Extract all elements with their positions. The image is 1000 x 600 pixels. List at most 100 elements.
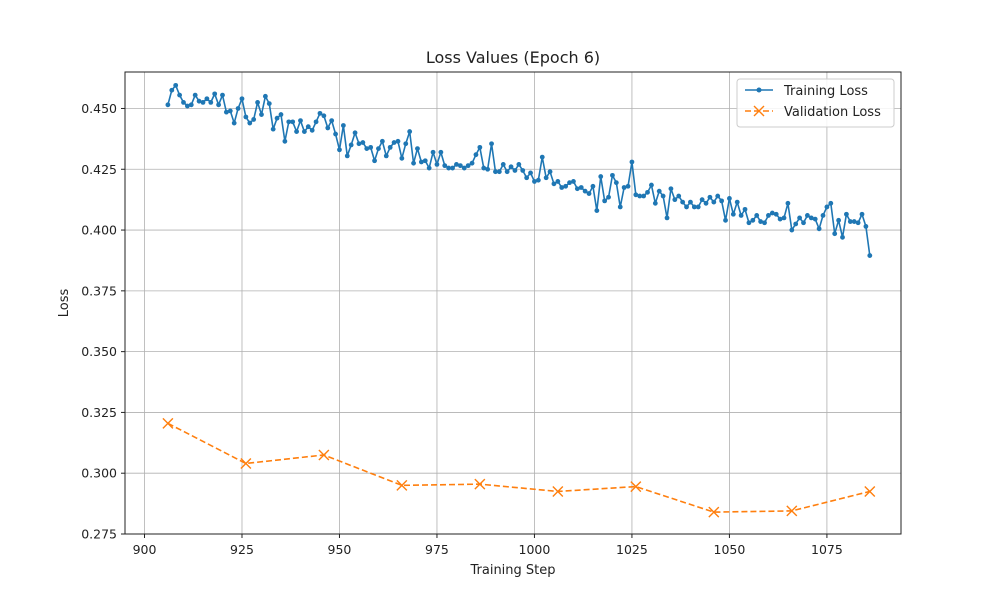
training-loss-point [278,112,284,117]
y-tick-label: 0.300 [81,466,117,481]
training-loss-point [383,153,389,159]
training-loss-point [485,166,491,172]
x-tick-label: 1075 [811,542,843,557]
training-loss-point [606,194,611,200]
validation-loss-point [474,478,486,490]
training-loss-point [808,215,814,221]
training-loss-point [742,206,748,212]
training-loss-point [508,164,514,170]
training-loss-point [434,162,440,167]
validation-loss-point [552,485,564,497]
training-loss-point [173,82,179,88]
training-loss-point [641,193,647,199]
training-loss-point [590,183,596,189]
training-loss-point [259,112,264,117]
training-loss-point [816,226,822,232]
training-loss-point [773,211,779,217]
training-loss-point [676,193,682,199]
training-loss-point [812,216,818,222]
training-loss-point [325,125,331,131]
training-loss-point [418,159,424,165]
training-loss-point [524,175,530,181]
y-axis-label: Loss [57,289,72,318]
training-loss-point [181,99,186,105]
training-loss-point [411,160,416,166]
training-loss-point [200,99,206,105]
training-loss-point [235,106,241,111]
y-tick-label: 0.275 [81,527,117,542]
training-loss-point [621,185,627,190]
y-tick-label: 0.425 [81,162,117,177]
training-loss-point [516,162,522,167]
training-loss-point [766,213,771,218]
training-loss-point [532,179,537,184]
training-loss-point [707,194,713,200]
training-loss-point [672,197,678,203]
training-loss-point [376,146,381,151]
training-loss-point [586,191,592,196]
training-loss-point [574,186,580,192]
training-loss-point [340,123,346,128]
training-loss-point [847,219,853,224]
training-loss-point [454,162,459,167]
training-loss-point [177,92,182,98]
training-loss-point [489,141,494,147]
training-loss-point [395,138,401,144]
training-loss-point [477,144,483,150]
training-loss-point [301,129,307,134]
training-loss-point [469,160,475,166]
x-axis-label: Training Step [469,563,555,578]
plot-frame [124,71,902,535]
training-loss-point [559,185,565,190]
y-tick-label: 0.325 [81,405,117,420]
training-loss-point [493,169,498,175]
training-loss-point [832,231,838,237]
training-loss-point [504,169,510,175]
training-loss-point [329,118,335,124]
training-loss-point [247,120,253,126]
legend-box [736,78,895,128]
training-loss-point [543,175,549,181]
training-loss-point [270,126,276,132]
training-loss-point [262,93,268,99]
training-loss-point [465,163,471,169]
training-loss-point [321,113,327,119]
validation-loss-point [786,505,798,517]
training-loss-point [313,119,319,125]
training-loss-point [223,109,229,115]
training-loss-point [243,114,249,120]
training-loss-point [461,165,467,171]
training-loss-point [415,146,420,151]
legend-training-marker [756,87,762,93]
training-loss-point [403,141,409,147]
legend: Training Loss Validation Loss [736,78,895,128]
training-loss-point [785,200,791,206]
training-loss-point [723,217,728,223]
training-loss-point [750,217,756,223]
training-loss-point [563,183,569,189]
training-loss-point [239,96,245,102]
training-loss-point [769,210,775,216]
validation-loss-point [318,449,330,461]
training-loss-point [196,98,202,104]
training-loss-point [430,149,436,155]
training-loss-point [457,163,463,169]
training-loss-point [305,124,311,130]
training-loss-point [450,165,455,171]
training-loss-point [688,199,693,205]
training-loss-point [660,193,666,199]
chart-title: Loss Values (Epoch 6) [426,48,600,67]
training-loss-point [360,140,366,145]
y-tick-label: 0.450 [81,101,117,116]
training-loss-point [610,172,615,178]
training-loss-point [547,169,553,175]
training-loss-point [528,170,533,176]
training-loss-point [539,154,545,160]
training-loss-point [438,149,444,155]
training-loss-point [844,211,849,217]
training-loss-point [746,220,752,226]
training-loss-point [613,180,619,186]
training-loss-point [645,189,650,195]
training-loss-point [684,204,689,210]
